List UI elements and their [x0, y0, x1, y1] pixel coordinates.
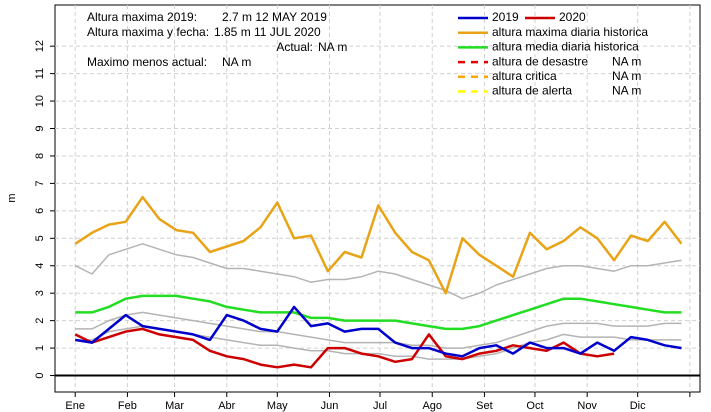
x-tick-label: Ago — [422, 400, 442, 412]
annotation-value: 2.7 m 12 MAY 2019 — [222, 10, 327, 24]
y-tick-label: 11 — [34, 68, 46, 79]
legend-label: 2020 — [559, 10, 586, 24]
annotation-label: Altura maxima y fecha: — [87, 25, 209, 39]
legend-label: altura de desastre — [492, 54, 588, 68]
x-tick-label: Mar — [165, 400, 184, 412]
series-line — [75, 311, 682, 349]
x-tick-label: Jul — [373, 400, 387, 412]
legend-label: altura maxima diaria historica — [492, 25, 648, 39]
y-tick-label: 4 — [34, 263, 46, 269]
x-tick-label: Dic — [630, 400, 646, 412]
annotation-label: Altura maxima 2019: — [87, 10, 197, 24]
plot-frame — [54, 4, 701, 393]
y-tick-label: 8 — [34, 153, 46, 159]
legend-label: 2019 — [492, 10, 519, 24]
y-tick-label: 9 — [34, 125, 46, 131]
y-tick-label: 10 — [34, 95, 46, 107]
series-line — [75, 305, 682, 358]
y-axis-label: m — [6, 193, 18, 202]
y-tick-label: 1 — [34, 345, 46, 351]
x-tick-label: Nov — [577, 400, 597, 412]
x-tick-label: Feb — [118, 400, 137, 412]
annotation-label: Actual: — [276, 40, 313, 54]
series-line — [74, 243, 682, 300]
y-tick-label: 7 — [34, 180, 46, 186]
y-tick-label: 3 — [34, 290, 46, 296]
x-tick-label: Oct — [526, 400, 543, 412]
series-line — [75, 294, 682, 331]
y-tick-label: 6 — [34, 208, 46, 214]
legend-label: altura critica — [492, 69, 557, 83]
legend-value: NA m — [612, 84, 641, 98]
y-tick-label: 5 — [34, 235, 46, 241]
annotation-label: Maximo menos actual: — [87, 55, 207, 69]
annotation-value: 1.85 m 11 JUL 2020 — [214, 25, 321, 39]
series-line — [74, 195, 683, 295]
y-tick-label: 2 — [34, 318, 46, 324]
y-tick-label: 0 — [34, 372, 46, 378]
legend-label: altura media diaria historica — [492, 40, 639, 54]
x-tick-label: May — [267, 400, 288, 412]
x-tick-label: Abr — [218, 400, 235, 412]
legend-label: altura de alerta — [492, 84, 572, 98]
annotation-value: NA m — [222, 55, 251, 69]
y-tick-label: 12 — [34, 40, 46, 52]
x-tick-label: Set — [476, 400, 493, 412]
legend-value: NA m — [612, 69, 641, 83]
legend-value: NA m — [612, 54, 641, 68]
x-tick-label: Jun — [321, 400, 339, 412]
x-tick-label: Ene — [65, 400, 85, 412]
annotation-value: NA m — [318, 40, 347, 54]
